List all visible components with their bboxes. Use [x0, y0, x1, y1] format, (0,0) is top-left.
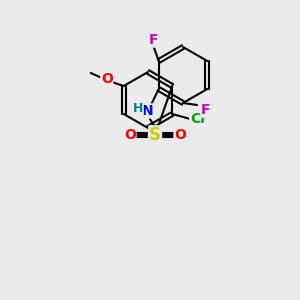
Text: O: O [174, 128, 186, 142]
Text: H: H [133, 103, 143, 116]
Text: Cl: Cl [190, 112, 205, 126]
Text: N: N [142, 104, 154, 118]
Text: S: S [149, 126, 161, 144]
Text: F: F [149, 33, 158, 47]
Text: O: O [124, 128, 136, 142]
Text: O: O [101, 72, 113, 86]
Text: F: F [201, 103, 211, 117]
